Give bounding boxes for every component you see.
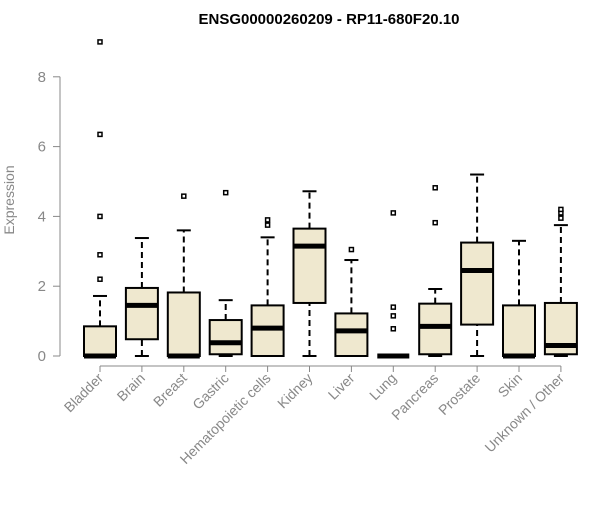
x-tick-label-pancreas: Pancreas <box>388 370 441 423</box>
outlier-bladder <box>97 39 103 45</box>
x-tick-label-breast: Breast <box>150 370 190 410</box>
box-kidney <box>292 227 327 304</box>
x-tick-label-unknown-other: Unknown / Other <box>481 370 567 456</box>
outlier-lung <box>390 313 397 319</box>
outlier-lung <box>390 210 397 216</box>
y-tick-label: 6 <box>38 139 46 156</box>
box-pancreas <box>418 302 453 356</box>
box-gastric <box>208 319 243 356</box>
x-tick-label-liver: Liver <box>325 370 358 403</box>
outlier-bladder <box>97 213 103 220</box>
outlier-liver <box>348 246 355 253</box>
outlier-unknown-other <box>558 206 564 213</box>
x-tick-label-kidney: Kidney <box>274 370 316 412</box>
outlier-lung <box>390 326 397 332</box>
chart-title: ENSG00000260209 - RP11-680F20.10 <box>198 11 459 28</box>
box-hematopoietic-cells <box>250 304 285 357</box>
outlier-breast <box>181 193 187 199</box>
x-tick-label-skin: Skin <box>495 370 526 401</box>
y-axis-label: Expression <box>1 165 17 234</box>
y-tick-label: 0 <box>38 348 46 365</box>
box-bladder <box>83 325 117 357</box>
outlier-hematopoietic-cells <box>264 217 271 223</box>
outlier-gastric <box>222 189 229 196</box>
y-tick-label: 2 <box>38 278 46 295</box>
y-tick-label: 4 <box>38 208 46 225</box>
box-skin <box>502 304 536 357</box>
box-liver <box>334 312 369 357</box>
x-tick-label-prostate: Prostate <box>435 370 483 418</box>
outlier-unknown-other <box>558 215 564 221</box>
outlier-bladder <box>97 252 103 258</box>
x-tick-label-brain: Brain <box>114 370 148 404</box>
x-tick-label-lung: Lung <box>366 370 399 403</box>
x-tick-label-bladder: Bladder <box>61 370 107 416</box>
box-prostate <box>460 241 495 326</box>
outlier-lung <box>390 304 397 310</box>
outlier-pancreas <box>432 185 438 191</box>
outlier-hematopoietic-cells <box>264 222 271 228</box>
outlier-pancreas <box>432 219 438 226</box>
outlier-bladder <box>97 276 103 282</box>
outlier-bladder <box>97 131 103 138</box>
box-brain <box>124 286 159 341</box>
box-breast <box>166 291 201 357</box>
y-tick-label: 8 <box>38 69 46 86</box>
